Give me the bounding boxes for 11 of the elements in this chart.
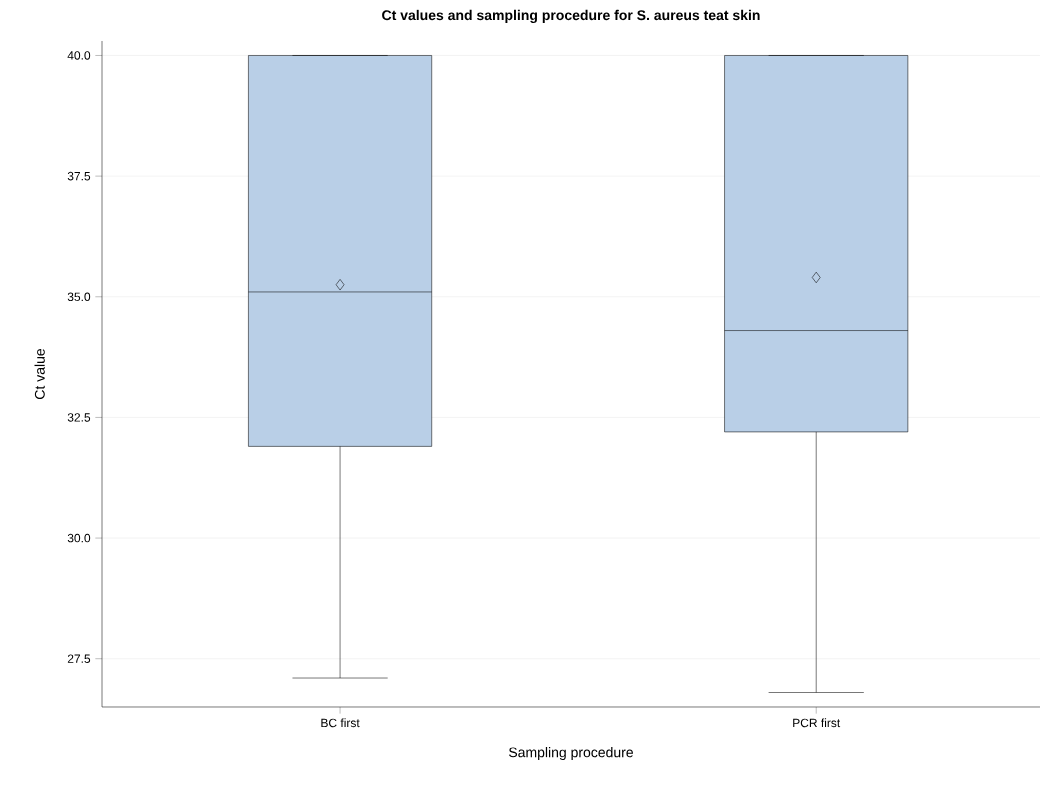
chart-title: Ct values and sampling procedure for S. aureus teat skin [382, 9, 760, 23]
y-tick-label: 40.0 [67, 51, 91, 60]
x-tick-label: BC first [321, 718, 360, 728]
x-axis-title: Sampling procedure [508, 747, 633, 761]
y-tick-label: 35.0 [67, 292, 91, 302]
y-tick-label: 27.5 [67, 654, 91, 663]
y-tick-label: 30.0 [67, 533, 91, 543]
y-tick-label: 37.5 [67, 171, 91, 181]
x-tick-label: PCR first [793, 718, 841, 728]
y-axis-title: Ct value [34, 348, 45, 399]
y-tick-label: 32.5 [67, 413, 91, 422]
